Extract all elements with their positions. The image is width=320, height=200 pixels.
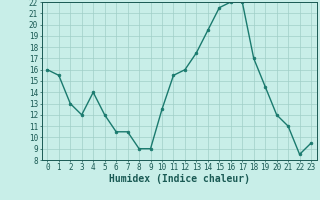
X-axis label: Humidex (Indice chaleur): Humidex (Indice chaleur) [109, 174, 250, 184]
